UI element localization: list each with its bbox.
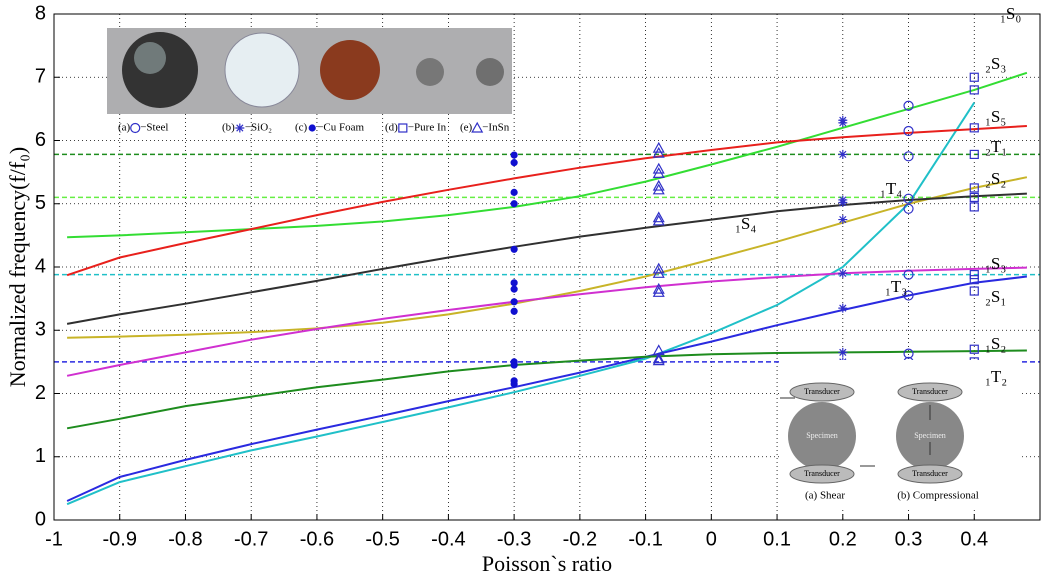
y-tick-label: 0 (35, 508, 46, 530)
specimen-label: Specimen (914, 431, 946, 440)
x-tick-label: 0 (706, 528, 717, 550)
marker (511, 308, 517, 314)
marker (309, 125, 315, 131)
x-tick-label: -0.2 (563, 528, 597, 550)
legend-name: −Pure In (408, 122, 447, 134)
curve-label: ₂S₃ (985, 54, 1006, 73)
x-tick-label: -0.1 (628, 528, 662, 550)
marker (838, 116, 847, 125)
marker (511, 152, 517, 158)
marker (511, 280, 517, 286)
insn-ball (476, 58, 504, 86)
x-tick-label: -0.8 (168, 528, 202, 550)
x-tick-label: 0.4 (960, 528, 988, 550)
y-tick-label: 3 (35, 319, 46, 341)
x-tick-label: -0.9 (102, 528, 136, 550)
marker (235, 124, 244, 133)
marker (838, 348, 847, 357)
y-tick-label: 4 (35, 255, 46, 277)
curve-label: ₁S₅ (985, 107, 1006, 126)
legend-label: (c) (295, 122, 308, 134)
in-ball (416, 58, 444, 86)
x-tick-label: -1 (45, 528, 63, 550)
x-axis-label: Poisson`s ratio (482, 551, 612, 576)
sio2-ball (225, 33, 299, 107)
y-tick-label: 8 (35, 2, 46, 24)
marker (511, 189, 517, 195)
x-tick-label: -0.4 (431, 528, 465, 550)
curve-label: ₂S₂ (985, 169, 1006, 188)
marker (838, 150, 847, 159)
y-tick-label: 6 (35, 129, 46, 151)
curve-label: ₂T₁ (985, 137, 1007, 156)
legend-label: (b) (222, 122, 235, 134)
transducer-label: Transducer (804, 469, 840, 478)
legend-name: −Cu Foam (317, 122, 364, 134)
marker (838, 269, 847, 278)
transducer-label: Transducer (912, 469, 948, 478)
curve-label: ₁S₀ (1000, 4, 1021, 23)
transducer-label: Transducer (912, 387, 948, 396)
x-tick-label: -0.6 (300, 528, 334, 550)
legend-label: (a) (118, 122, 131, 134)
cufoam-ball (320, 40, 380, 100)
legend-label: (d) (385, 122, 398, 134)
x-tick-label: -0.7 (234, 528, 268, 550)
y-axis-label: Normalized frequency(f/f₀) (5, 147, 30, 387)
curve-label: ₁S₃ (985, 254, 1006, 273)
marker (511, 299, 517, 305)
caption: (a) Shear (805, 490, 845, 502)
legend-label: (e) (460, 122, 473, 134)
photo-inset (107, 28, 512, 114)
marker (511, 160, 517, 166)
x-tick-label: 0.1 (763, 528, 791, 550)
marker (838, 195, 847, 204)
y-tick-label: 2 (35, 382, 46, 404)
curve-label: ₁T₄ (880, 179, 902, 198)
marker (511, 359, 517, 365)
curve-label: ₁S₄ (735, 214, 756, 233)
marker (511, 246, 517, 252)
marker (838, 215, 847, 224)
curve-label: ₁T₂ (985, 367, 1007, 386)
x-tick-label: 0.2 (829, 528, 857, 550)
marker (511, 378, 517, 384)
y-tick-label: 1 (35, 445, 46, 467)
diagram-inset: Transducer Transducer Transducer Transdu… (780, 360, 1020, 510)
legend-name: −SiO₂ (245, 122, 272, 134)
x-tick-label: -0.5 (365, 528, 399, 550)
specimen-label: Specimen (806, 431, 838, 440)
legend-name: −Steel (140, 122, 168, 134)
transducer-label: Transducer (804, 387, 840, 396)
marker (511, 201, 517, 207)
y-tick-label: 7 (35, 66, 46, 88)
caption: (b) Compressional (897, 490, 979, 502)
marker (838, 304, 847, 313)
curve-label: ₂S₁ (985, 287, 1006, 306)
x-tick-label: -0.3 (497, 528, 531, 550)
steel-highlight (134, 42, 166, 74)
legend-name: −InSn (482, 122, 509, 134)
marker (511, 286, 517, 292)
x-tick-label: 0.3 (895, 528, 923, 550)
curve-label: ₁S₂ (985, 334, 1006, 353)
chart: (a) −Steel (b) −SiO₂ (c) −Cu Foam (d) −Pure In (… (0, 0, 1063, 580)
y-tick-label: 5 (35, 192, 46, 214)
curve-label: ₁T₃ (885, 277, 907, 296)
